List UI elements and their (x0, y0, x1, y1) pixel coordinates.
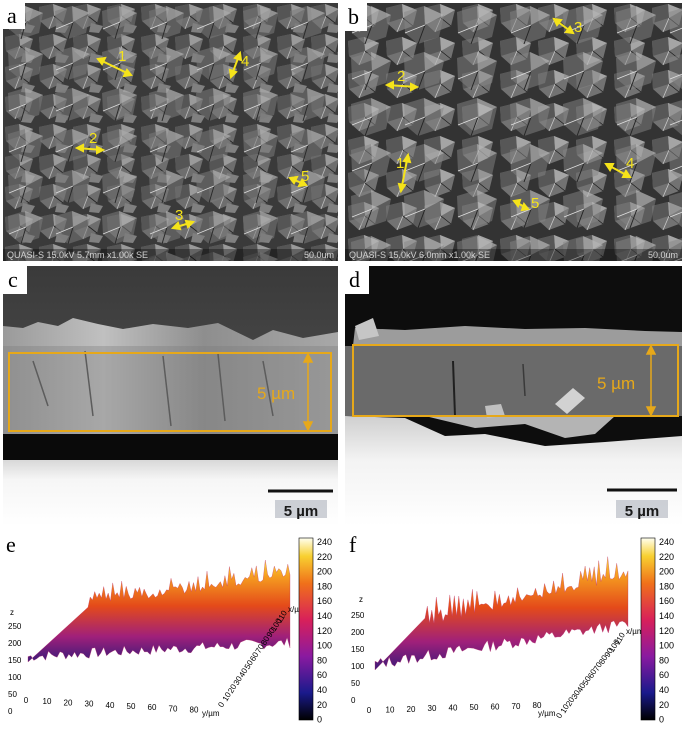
colorbar-tick-f: 160 (659, 596, 674, 606)
scalebar-d: 5 µm (625, 503, 660, 520)
y-label-f: y/µm (538, 709, 556, 718)
colorbar-tick-e: 240 (317, 537, 332, 547)
meta-a-left: QUASI-S 15.0kV 5.7mm x1.00k SE (7, 250, 148, 260)
colorbar-tick-e: 0 (317, 715, 322, 725)
z-tick-e: 200 (8, 639, 22, 648)
panel-label-a: a (7, 3, 17, 28)
marker-a-4: 4 (241, 53, 249, 70)
marker-a-5: 5 (301, 168, 309, 185)
marker-b-2: 2 (397, 68, 405, 85)
colorbar-f (640, 537, 656, 721)
colorbar-tick-f: 200 (659, 567, 674, 577)
panel-label-e: e (6, 532, 16, 557)
y-tick-e: 40 (106, 701, 115, 710)
meta-b-right: 50.0um (648, 250, 678, 260)
y-tick-f: 60 (491, 702, 500, 711)
z-tick-f: 100 (351, 662, 365, 671)
y-tick-f: 0 (367, 706, 372, 715)
y-label-e: y/µm (202, 709, 220, 718)
marker-b-3: 3 (574, 19, 582, 36)
colorbar-tick-f: 0 (659, 715, 664, 725)
marker-a-3: 3 (175, 207, 183, 224)
y-tick-e: 0 (24, 696, 29, 705)
y-tick-f: 80 (533, 701, 542, 710)
colorbar-tick-f: 100 (659, 641, 674, 651)
colorbar-tick-f: 180 (659, 581, 674, 591)
colorbar-tick-e: 160 (317, 596, 332, 606)
colorbar-tick-f: 120 (659, 626, 674, 636)
colorbar-tick-e: 100 (317, 641, 332, 651)
marker-a-1: 1 (118, 48, 126, 65)
colorbar-tick-f: 80 (659, 655, 669, 665)
panel-d-cross-section: 5 µm 5 µm d (345, 266, 682, 526)
z-tick-f: 200 (351, 628, 365, 637)
z-tick-f: 0 (351, 696, 356, 705)
x-tick-f: 0 (554, 711, 564, 720)
colorbar-tick-e: 20 (317, 700, 327, 710)
y-tick-f: 70 (512, 702, 521, 711)
y-tick-e: 30 (85, 700, 94, 709)
z-label-e: z (10, 608, 14, 617)
colorbar-tick-e: 180 (317, 581, 332, 591)
colorbar-tick-f: 20 (659, 700, 669, 710)
colorbar-tick-f: 240 (659, 537, 674, 547)
meta-b-left: QUASI-S 15.0kV 6.0mm x1.00k SE (349, 250, 490, 260)
colorbar-tick-f: 40 (659, 685, 669, 695)
colorbar-tick-e: 140 (317, 611, 332, 621)
panel-b-sem-image: 1 2 3 4 5 QUASI-S 15.0kV 6.0mm x1.00k SE… (345, 3, 682, 261)
y-tick-f: 20 (407, 705, 416, 714)
y-tick-f: 40 (449, 704, 458, 713)
y-tick-f: 10 (386, 705, 395, 714)
marker-b-5: 5 (531, 195, 539, 212)
z-tick-f: 150 (351, 645, 365, 654)
marker-b-4: 4 (626, 155, 634, 172)
x-tick-e: 0 (216, 700, 226, 709)
thickness-label-c: 5 µm (257, 384, 295, 403)
colorbar-tick-e: 40 (317, 685, 327, 695)
colorbar-tick-e: 200 (317, 567, 332, 577)
panel-label-c: c (8, 267, 18, 292)
colorbar-tick-e: 120 (317, 626, 332, 636)
marker-a-2: 2 (89, 130, 97, 147)
colorbar-tick-e: 80 (317, 655, 327, 665)
panel-a-sem-image: 1 2 3 4 5 QUASI-S 15.0kV 5.7mm x1.00k SE… (3, 3, 338, 261)
colorbar-e (298, 537, 314, 721)
z-label-f: z (359, 595, 363, 604)
z-tick-e: 0 (8, 707, 13, 716)
y-tick-e: 60 (148, 703, 157, 712)
surface-e (27, 559, 291, 663)
z-tick-e: 50 (8, 690, 17, 699)
z-tick-f: 50 (351, 679, 360, 688)
y-tick-e: 80 (190, 706, 199, 715)
panel-label-f: f (349, 532, 357, 557)
y-tick-f: 30 (428, 704, 437, 713)
y-tick-e: 10 (43, 697, 52, 706)
colorbar-tick-f: 60 (659, 670, 669, 680)
y-tick-f: 50 (470, 703, 479, 712)
panel-label-b: b (348, 4, 359, 29)
panel-e-surface-plot: z 250 200 150 100 50 0 0 10 20 30 40 50 60 70 80 y/µm… (0, 530, 340, 729)
y-tick-e: 20 (64, 698, 73, 707)
z-tick-e: 100 (8, 673, 22, 682)
surface-f (374, 556, 629, 671)
colorbar-tick-f: 220 (659, 552, 674, 562)
z-tick-f: 250 (351, 611, 365, 620)
panel-c-cross-section: 5 µm 5 µm c (3, 266, 338, 526)
y-tick-e: 50 (127, 702, 136, 711)
colorbar-tick-e: 60 (317, 670, 327, 680)
x-label-e: x/µm (288, 605, 306, 614)
colorbar-tick-e: 220 (317, 552, 332, 562)
z-tick-e: 250 (8, 622, 22, 631)
panel-label-d: d (349, 267, 360, 292)
x-label-f: x/µm (626, 627, 644, 636)
panel-f-surface-plot: z 250 200 150 100 50 0 0 10 20 30 40 50 60 70 80 y/µm… (343, 530, 685, 729)
y-tick-e: 70 (169, 704, 178, 713)
meta-a-right: 50.0um (304, 250, 334, 260)
scalebar-c: 5 µm (284, 503, 319, 520)
z-tick-e: 150 (8, 656, 22, 665)
colorbar-tick-f: 140 (659, 611, 674, 621)
marker-b-1: 1 (396, 155, 404, 172)
thickness-label-d: 5 µm (597, 374, 635, 393)
